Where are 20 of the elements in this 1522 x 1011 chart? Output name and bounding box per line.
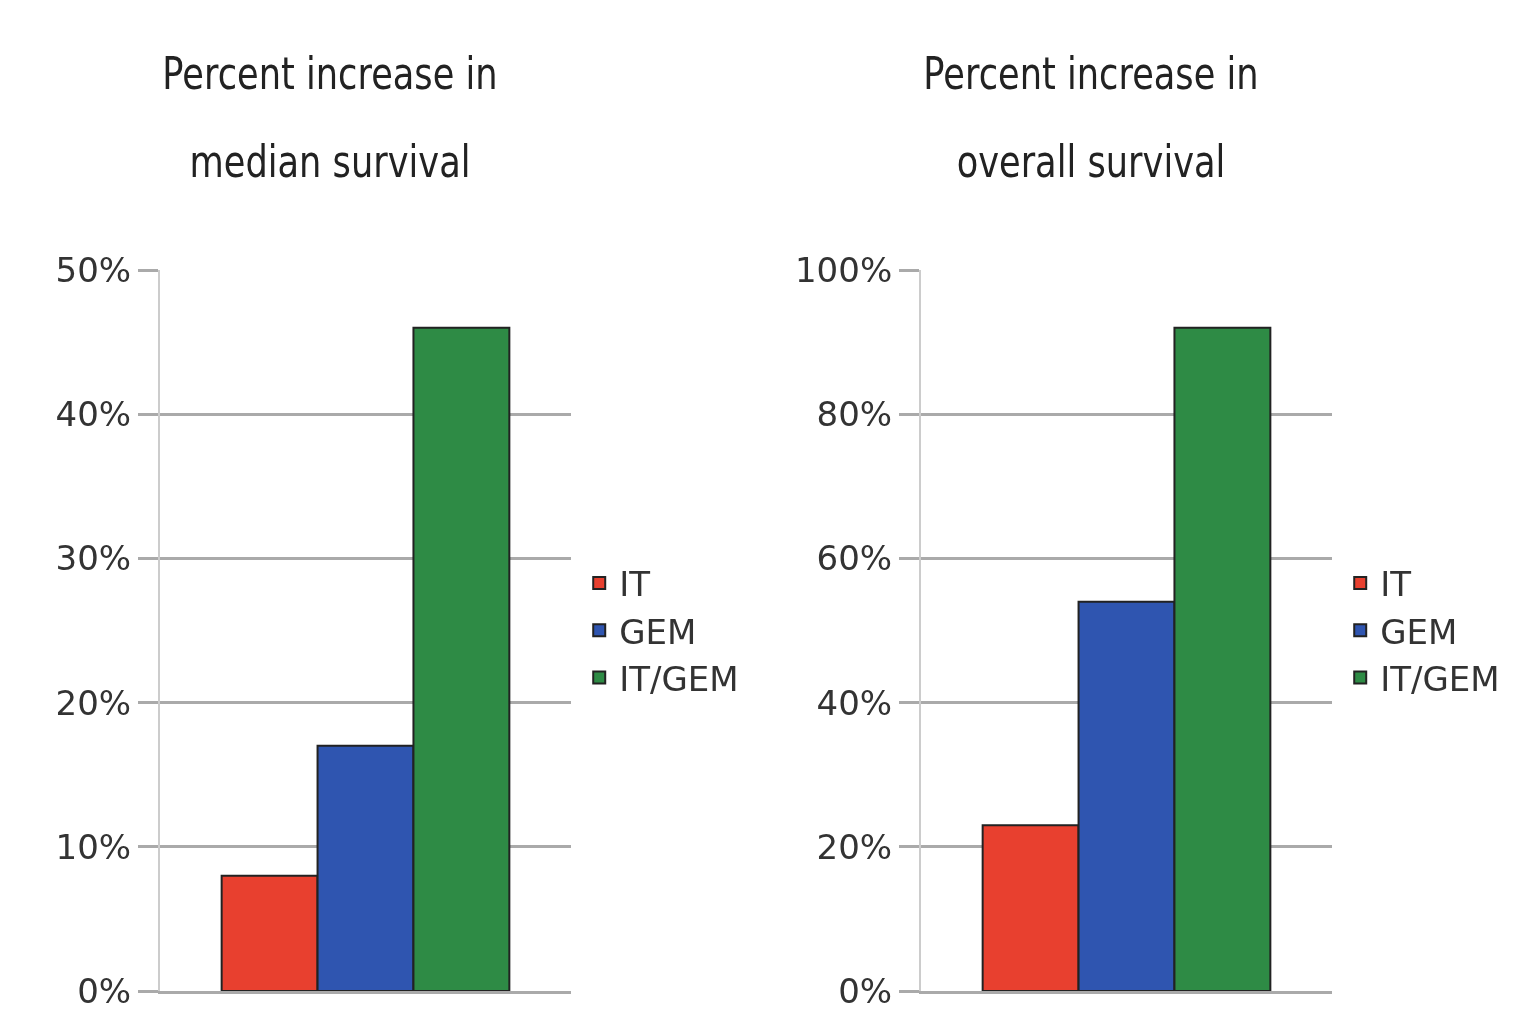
y-tick-label: 20% (816, 826, 893, 867)
y-tick-label: 50% (55, 249, 132, 290)
chart-title: Percent increase in overall survival (922, 47, 1260, 189)
y-tick-label: 10% (55, 826, 132, 867)
legend-label: IT/GEM (619, 658, 739, 699)
y-tick-label: 80% (816, 394, 893, 435)
y-tick-label: 30% (55, 538, 132, 579)
legend-label: IT (1380, 564, 1412, 605)
legend-label: GEM (619, 611, 697, 652)
chart-title: Percent increase in median survival (161, 47, 499, 189)
legend-label: GEM (1380, 611, 1458, 652)
y-tick-label: 100% (795, 249, 893, 290)
y-tick-label: 0% (838, 970, 893, 1011)
y-tick-label: 20% (55, 682, 132, 723)
y-tick-label: 40% (816, 682, 893, 723)
y-tick-label: 0% (77, 970, 132, 1011)
y-tick-label: 40% (55, 394, 132, 435)
legend-label: IT/GEM (1380, 658, 1500, 699)
legend-label: IT (619, 564, 651, 605)
y-tick-label: 60% (816, 538, 893, 579)
